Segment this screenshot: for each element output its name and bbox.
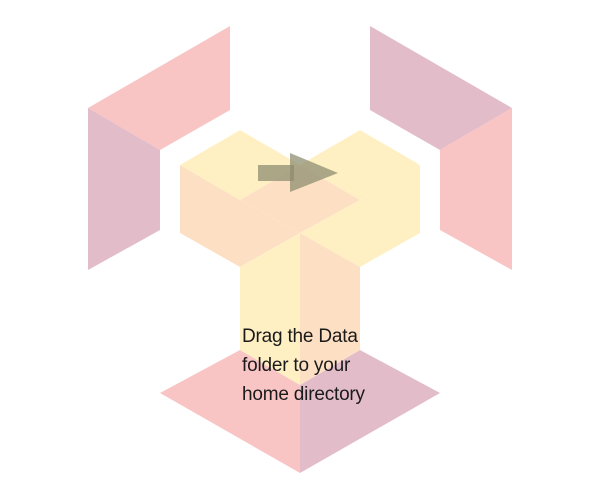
central-folder-shape <box>180 130 420 385</box>
bottom-diamond-left-face <box>160 350 300 473</box>
left-bracket-decoration <box>88 26 230 270</box>
central-left-face <box>180 165 300 267</box>
central-stem-left-face <box>240 233 300 385</box>
right-bracket-top-face <box>370 26 512 150</box>
bottom-diamond-decoration <box>160 350 440 473</box>
right-bracket-decoration <box>370 26 512 270</box>
central-right-face <box>300 165 420 267</box>
instruction-text: Drag the Data folder to your home direct… <box>242 322 442 409</box>
instruction-line-2: folder to your <box>242 355 351 376</box>
central-center-upper-face <box>240 165 360 233</box>
bottom-diamond-right-face <box>300 350 440 473</box>
left-bracket-side-face <box>88 108 160 270</box>
instruction-line-3: home directory <box>242 384 365 405</box>
instruction-line-1: Drag the Data <box>242 326 358 347</box>
arrow-right-icon <box>258 153 338 192</box>
central-stem-right-face <box>300 233 360 385</box>
right-bracket-side-face <box>440 108 512 270</box>
left-bracket-top-face <box>88 26 230 150</box>
